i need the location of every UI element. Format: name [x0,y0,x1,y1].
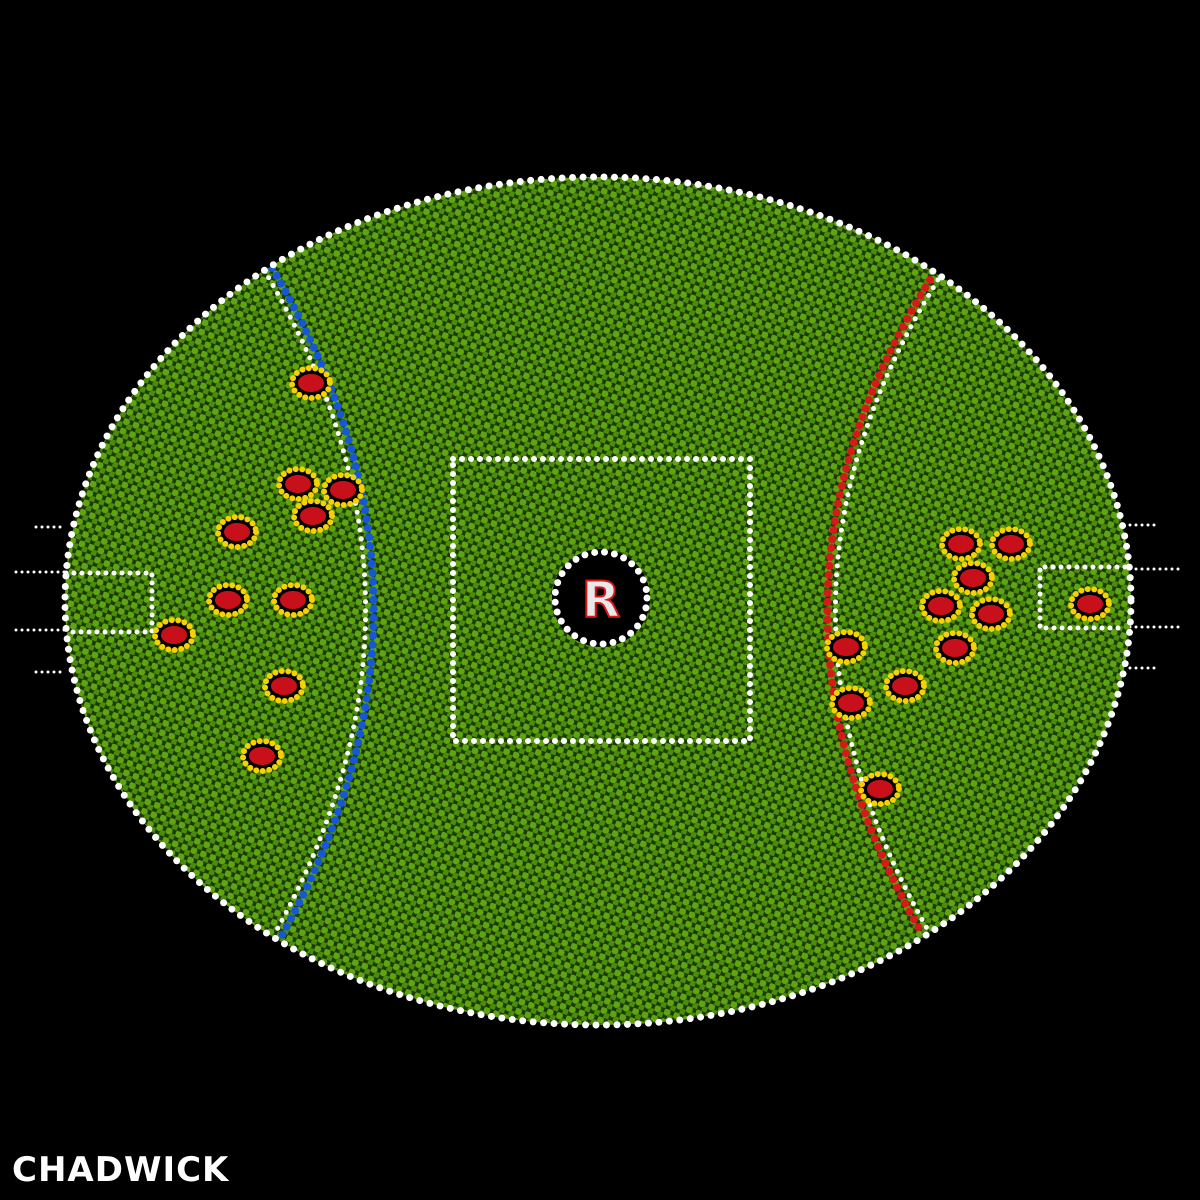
right-fifty-arc [823,276,934,934]
flower-marker [321,472,365,508]
logo-letter: R [582,571,621,629]
right-goal-posts [1128,523,1184,670]
centre-square [450,456,753,744]
artist-signature: CHADWICK [12,1150,230,1190]
flower-marker [933,630,977,666]
left-goal-posts [14,525,68,674]
centre-circle-logo: R [551,548,651,648]
flower-marker [206,582,250,618]
flower-marker [858,771,902,807]
flower-marker [969,596,1013,632]
flower-marker [276,466,320,502]
flower-marker [919,588,963,624]
flower-marker [939,526,983,562]
left-fifty-arc [268,264,378,939]
flower-marker [271,582,315,618]
flower-markers [152,365,1112,807]
flower-marker [824,629,868,665]
flower-marker [240,738,284,774]
flower-marker [951,560,995,596]
flower-marker [291,498,335,534]
right-goal-square [1037,564,1128,631]
flower-marker [829,685,873,721]
boundary-line [61,173,1135,1029]
flower-marker [215,514,259,550]
flower-marker [989,526,1033,562]
flower-marker [152,617,196,653]
flower-marker [883,668,927,704]
flower-marker [262,668,306,704]
flower-marker [289,365,333,401]
flower-marker [1068,586,1112,622]
